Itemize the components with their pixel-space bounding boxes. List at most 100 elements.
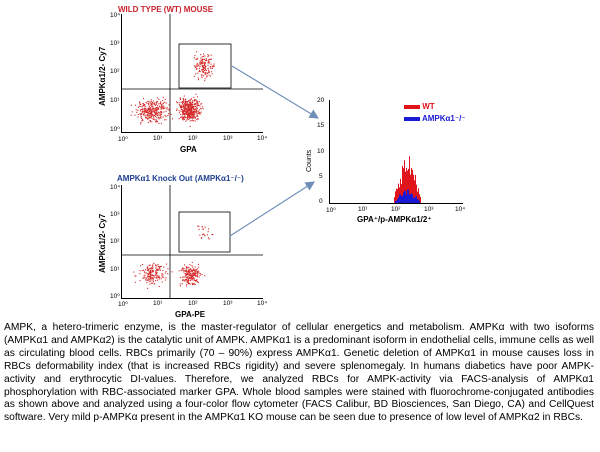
wt-dot-neg <box>157 105 159 107</box>
ko-dot-neg <box>149 283 151 285</box>
ko-dot-neg <box>151 271 153 273</box>
wt-dot-neg <box>163 111 165 113</box>
wt-dot-neg <box>154 114 156 116</box>
wt-scatter-plot <box>121 14 263 133</box>
wt-dot-neg <box>149 101 151 103</box>
ko-dot-neg <box>153 274 155 276</box>
wt-dot-neg <box>151 102 153 104</box>
ko-dot-neg <box>157 269 159 271</box>
wt-dot-gpa <box>188 115 190 117</box>
wt-dot-gpa <box>185 120 187 122</box>
ko-dot-gpa <box>193 275 195 277</box>
wt-dot-gpa <box>186 109 188 111</box>
histogram-wt-bar <box>419 194 420 203</box>
ko-dot-gpa <box>181 276 183 278</box>
hist-x-tick-2: 10² <box>391 206 401 213</box>
histogram-ko-bar <box>406 194 407 203</box>
ko-dot-gpa <box>194 283 196 285</box>
ko-dot-gpa <box>182 280 184 282</box>
wt-dot-gpa <box>176 108 178 110</box>
wt-dot-gated <box>201 60 203 62</box>
wt-dot-neg <box>145 112 147 114</box>
wt-dot-gpa <box>195 109 197 111</box>
ko-dot-gpa <box>197 281 199 283</box>
wt-dot-gpa <box>194 120 196 122</box>
ko-y-tick-4: 10⁴ <box>110 184 121 191</box>
wt-dot-neg <box>155 113 157 115</box>
ko-dot-gpa <box>194 269 196 271</box>
wt-dot-gpa <box>184 110 186 112</box>
wt-dot-neg <box>142 111 144 113</box>
wt-dot-gated <box>200 63 202 65</box>
wt-dot-gpa <box>192 117 194 119</box>
wt-dot-neg <box>153 111 155 113</box>
wt-dot-gpa <box>185 113 187 115</box>
wt-y-tick-3: 10³ <box>110 40 120 47</box>
ko-dot-neg <box>152 275 154 277</box>
ko-dot-neg <box>150 277 152 279</box>
wt-dot-neg <box>154 119 156 121</box>
ko-dot-gpa <box>193 272 195 274</box>
wt-dot-gated <box>202 66 204 68</box>
ko-dot-gpa <box>180 269 182 271</box>
histogram-ko-bar <box>407 189 408 203</box>
wt-dot-neg <box>156 110 158 112</box>
wt-dot-neg <box>139 102 141 104</box>
ko-dot-gpa <box>192 269 194 271</box>
ko-dot-neg <box>150 271 152 273</box>
wt-dot-neg <box>140 105 142 107</box>
wt-dot-neg <box>150 111 152 113</box>
wt-dot-neg <box>130 114 132 116</box>
histogram-wt-bar <box>417 191 418 203</box>
wt-dot-gated <box>204 60 206 62</box>
wt-dot-gated <box>200 59 202 61</box>
ko-dot-gpa <box>195 279 197 281</box>
wt-dot-neg <box>140 114 142 116</box>
ko-y-tick-2: 10² <box>110 238 120 245</box>
wt-dot-gpa <box>179 105 181 107</box>
wt-dot-gpa <box>192 107 194 109</box>
ko-dot-gpa <box>188 266 190 268</box>
ko-dot-gpa <box>196 270 198 272</box>
ko-dot-neg <box>143 269 145 271</box>
ko-dot-gpa <box>197 273 199 275</box>
wt-dot-neg <box>139 113 141 115</box>
wt-dot-gated <box>197 57 199 59</box>
wt-dot-neg <box>150 102 152 104</box>
wt-dot-gpa <box>185 105 187 107</box>
wt-dot-gated <box>204 63 206 65</box>
wt-dot-gpa <box>192 106 194 108</box>
ko-dot-gated <box>203 234 205 236</box>
wt-dot-gated <box>204 64 206 66</box>
ko-dot-neg <box>143 277 145 279</box>
wt-dot-gpa <box>185 101 187 103</box>
wt-dot-gpa <box>191 112 193 114</box>
wt-dot-gated <box>205 58 207 60</box>
wt-dot-gated <box>203 71 205 73</box>
ko-dot-gpa <box>185 271 187 273</box>
wt-dot-neg <box>149 113 151 115</box>
histogram-wt-bar <box>403 168 404 203</box>
histogram-wt-bar <box>409 156 410 203</box>
wt-dot-gpa <box>198 113 200 115</box>
wt-dot-gpa <box>188 113 190 115</box>
legend-ko: AMPKα1⁻/⁻ <box>404 114 466 123</box>
wt-dot-neg <box>137 109 139 111</box>
ko-dot-gpa <box>191 277 193 279</box>
wt-dot-neg <box>140 116 142 118</box>
wt-dot-gpa <box>195 103 197 105</box>
wt-dot-neg <box>145 110 147 112</box>
histogram-wt-bar <box>394 197 395 203</box>
wt-dot-neg <box>159 102 161 104</box>
wt-dot-neg <box>142 105 144 107</box>
wt-dot-gated <box>207 68 209 70</box>
ko-dot-neg <box>150 268 152 270</box>
wt-dot-gpa <box>193 117 195 119</box>
histogram-wt-bar <box>413 174 414 203</box>
wt-dot-gpa <box>182 119 184 121</box>
wt-dot-gated <box>210 71 212 73</box>
wt-dot-neg <box>141 108 143 110</box>
ko-dot-neg <box>152 279 154 281</box>
wt-dot-gpa <box>194 109 196 111</box>
wt-dot-neg <box>138 105 140 107</box>
